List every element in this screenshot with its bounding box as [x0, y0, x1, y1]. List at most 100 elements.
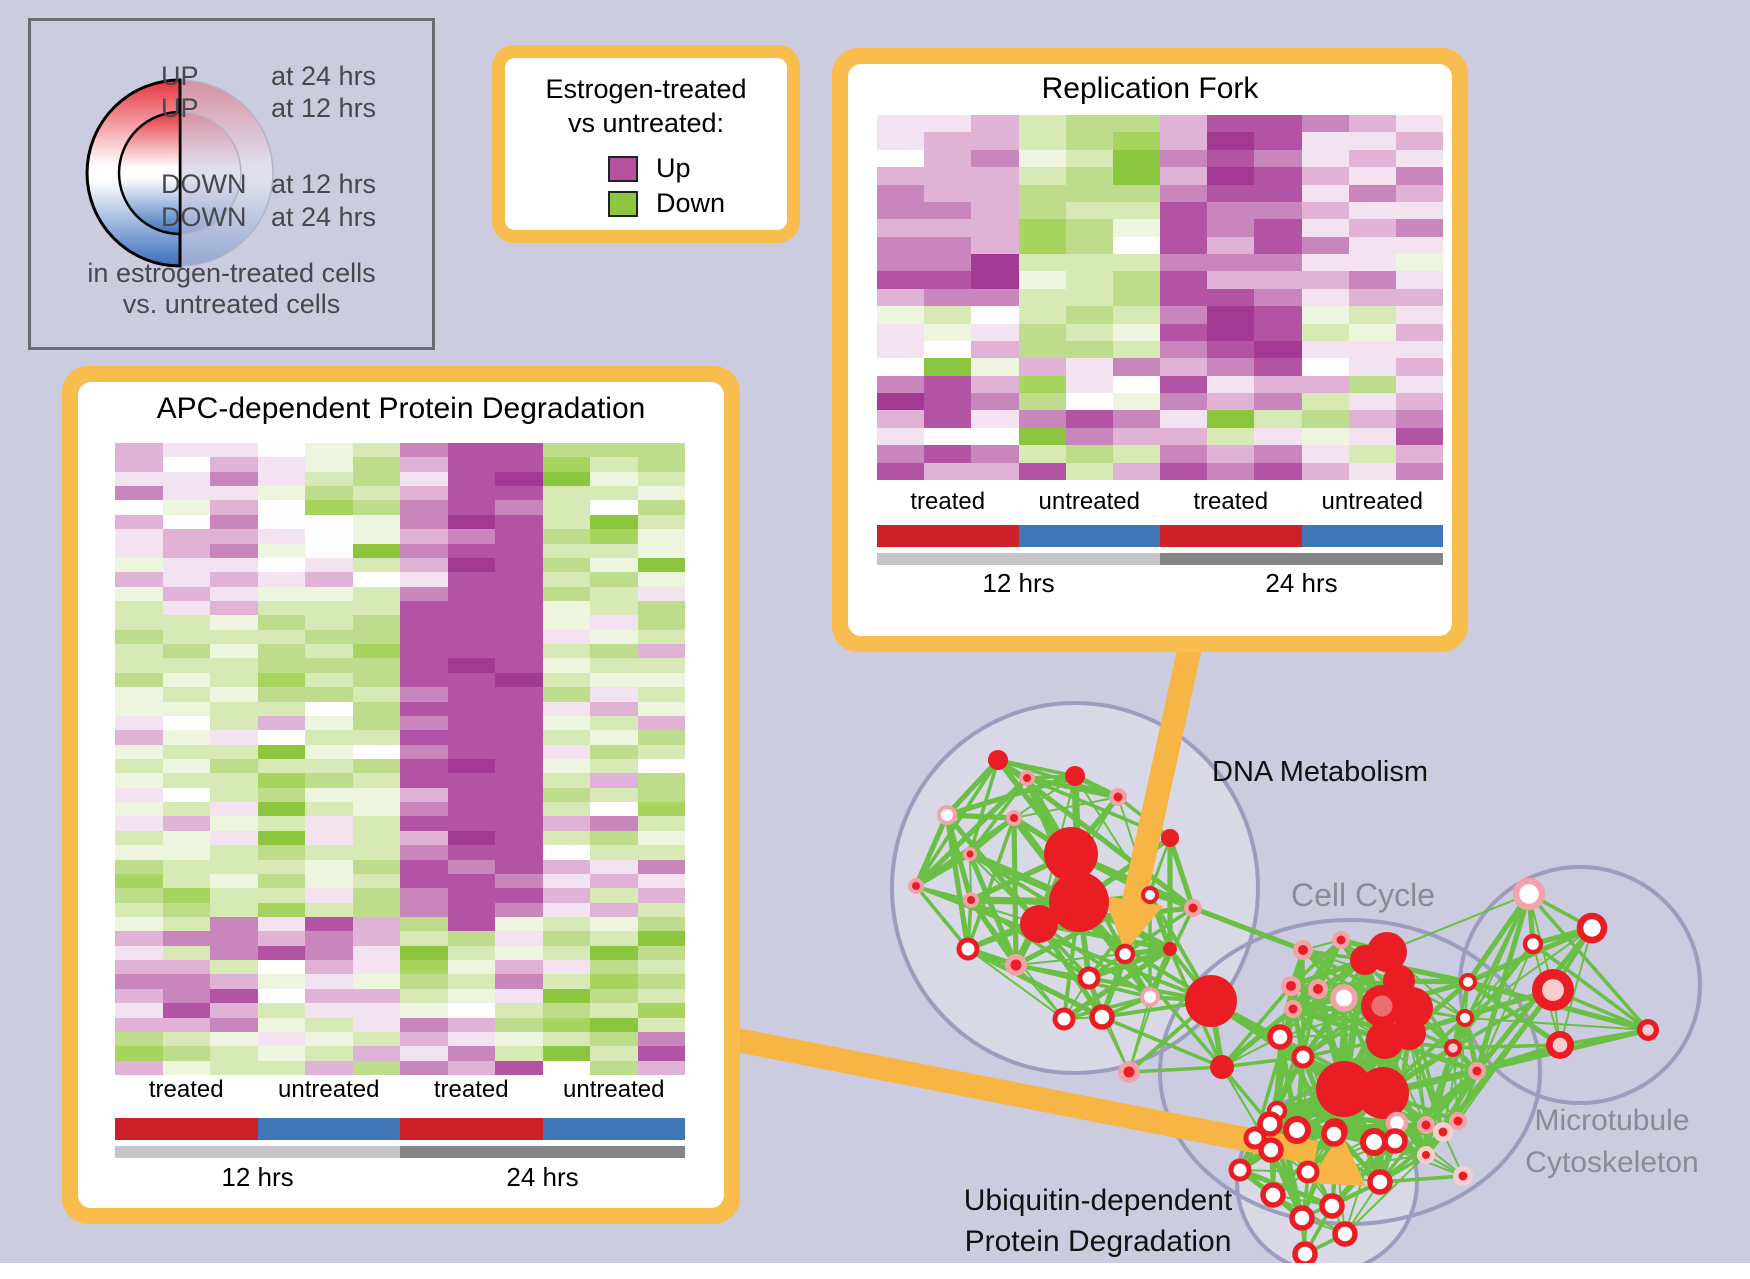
network-node: [1456, 1009, 1474, 1027]
heatmap-cell: [210, 543, 258, 558]
heatmap-cell: [352, 701, 400, 716]
heatmap-cell: [495, 615, 543, 630]
heatmap-cell: [162, 471, 210, 487]
heatmap-cell: [495, 916, 543, 932]
down-color-swatch: [608, 190, 638, 217]
heatmap-cell: [257, 830, 305, 846]
heatmap-cell: [257, 730, 305, 745]
heatmap-cell: [305, 486, 353, 501]
heatmap-cell: [1254, 462, 1302, 480]
heatmap-cell: [305, 902, 353, 917]
heatmap-cell: [400, 744, 448, 759]
heatmap-cell: [1207, 375, 1255, 394]
network-node: [1210, 1055, 1234, 1079]
heatmap-cell: [210, 644, 258, 659]
heatmap-cell: [1395, 358, 1443, 376]
network-node: [1049, 872, 1109, 932]
heatmap-cell: [352, 845, 400, 860]
heatmap-cell: [257, 572, 305, 587]
heatmap-cell: [637, 988, 685, 1004]
heatmap-cell: [210, 830, 258, 846]
heatmap-cell: [1254, 254, 1302, 272]
heatmap-cell: [257, 557, 305, 573]
heatmap-cell: [352, 1031, 400, 1047]
network-node: [1077, 966, 1101, 990]
heatmap-cell: [1160, 201, 1208, 220]
heatmap-cell: [542, 1060, 590, 1075]
heatmap-cell: [1395, 410, 1443, 428]
group-label: treated: [910, 488, 986, 515]
heatmap-cell: [542, 1031, 590, 1047]
heatmap-cell: [257, 787, 305, 803]
network-node-core: [1458, 1171, 1468, 1181]
heatmap-cell: [542, 816, 590, 831]
heatmap-cell: [495, 471, 543, 487]
heatmap-cell: [305, 471, 353, 487]
heatmap-cell: [447, 758, 495, 774]
heatmap-cell: [495, 658, 543, 673]
heatmap-cell: [1254, 115, 1302, 133]
network-node: [1163, 942, 1177, 956]
heatmap-cell: [400, 529, 448, 544]
network-node: [1140, 987, 1160, 1007]
heatmap-cell: [305, 1031, 353, 1047]
network-edge: [1220, 1006, 1295, 1070]
heatmap-cell: [210, 988, 258, 1004]
heatmap-cell: [1348, 167, 1396, 185]
heatmap-cell: [1207, 288, 1255, 307]
heatmap-cell: [352, 500, 400, 515]
heatmap-cell: [590, 888, 638, 903]
heatmap-cell: [1065, 115, 1113, 133]
heatmap-cell: [115, 802, 163, 817]
heatmap-cell: [447, 500, 495, 515]
heatmap-cell: [971, 410, 1019, 428]
heatmap-cell: [590, 557, 638, 573]
heatmap-cell: [162, 600, 210, 616]
heatmap-cell: [447, 773, 495, 788]
heatmap-cell: [542, 471, 590, 487]
time-label: 24 hrs: [1265, 568, 1338, 598]
heatmap-cell: [352, 802, 400, 817]
heatmap-cell: [447, 816, 495, 831]
heatmap-cell: [1065, 323, 1113, 341]
heatmap-cell: [400, 514, 448, 530]
heatmap-cell: [637, 1003, 685, 1018]
heatmap-cell: [447, 715, 495, 731]
heatmap-cell: [1301, 288, 1349, 307]
heatmap-cell: [447, 988, 495, 1004]
heatmap-cell: [400, 644, 448, 659]
heatmap-cell: [447, 873, 495, 889]
heatmap-cell: [590, 816, 638, 831]
heatmap-cell: [542, 744, 590, 759]
network-node-core: [1552, 1037, 1568, 1053]
heatmap-cell: [352, 471, 400, 487]
network-edge: [1379, 1174, 1464, 1184]
heatmap-cell: [1348, 219, 1396, 237]
heatmap-cell: [877, 427, 925, 446]
network-node-core: [1010, 959, 1022, 971]
heatmap-cell: [542, 888, 590, 903]
heatmap-cell: [162, 1003, 210, 1018]
heatmap-cell: [162, 715, 210, 731]
heatmap-cell: [115, 514, 163, 530]
heatmap-cell: [400, 888, 448, 903]
heatmap-cell: [1160, 445, 1208, 463]
heatmap-cell: [877, 306, 925, 324]
heatmap-cell: [1395, 236, 1443, 255]
heatmap-cell: [637, 859, 685, 874]
network-edge: [1128, 1065, 1223, 1074]
heatmap-cell: [877, 462, 925, 480]
heatmap-cell: [447, 1060, 495, 1075]
heatmap-cell: [447, 902, 495, 917]
heatmap-cell: [115, 557, 163, 573]
network-edge: [1276, 1108, 1398, 1126]
network-node: [988, 750, 1008, 770]
heatmap-cell: [1254, 445, 1302, 463]
heatmap-cell: [210, 873, 258, 889]
heatmap-cell: [971, 306, 1019, 324]
heatmap-cell: [305, 644, 353, 659]
heatmap-cell: [1301, 132, 1349, 150]
heatmap-cell: [400, 931, 448, 946]
heatmap-cell: [1018, 340, 1066, 359]
